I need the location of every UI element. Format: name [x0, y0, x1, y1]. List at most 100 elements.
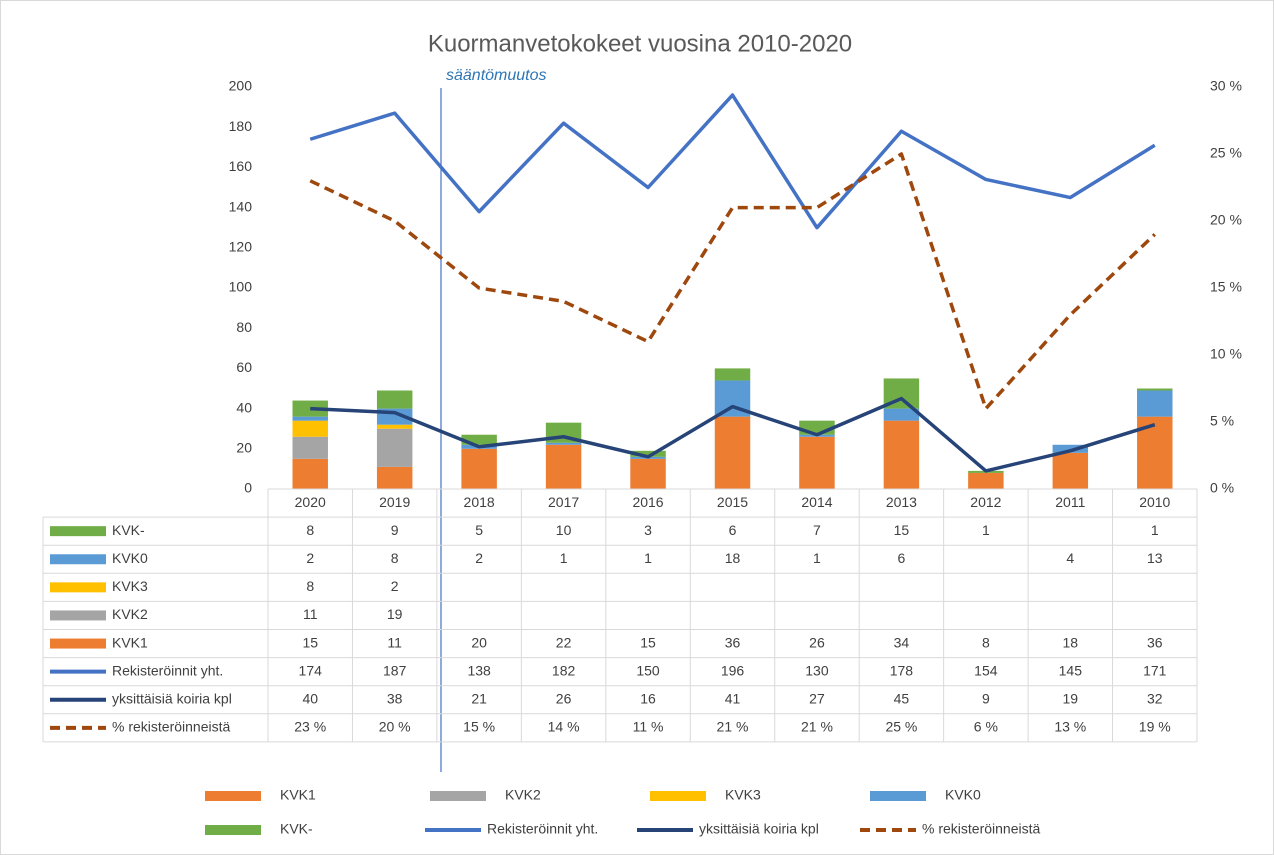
table-cell: 6 — [898, 550, 906, 566]
y2-tick-label: 25 % — [1210, 145, 1242, 161]
table-cell: 26 — [809, 634, 825, 650]
table-cell: 130 — [805, 662, 829, 678]
x-tick-label: 2016 — [632, 494, 663, 510]
table-cell: 21 % — [801, 719, 833, 735]
table-cell: 16 — [640, 690, 656, 706]
table-cell: 1 — [982, 522, 990, 538]
legend-key — [430, 791, 486, 801]
annotation: sääntömuutos — [446, 67, 547, 84]
table-cell: 1 — [644, 550, 652, 566]
bar — [630, 450, 666, 457]
table-row-label: KVK2 — [112, 606, 148, 622]
table-cell: 13 — [1147, 550, 1163, 566]
table-cell: 9 — [982, 690, 990, 706]
y2-tick-label: 10 % — [1210, 346, 1242, 362]
legend-label: KVK1 — [280, 787, 316, 803]
legend-label: KVK0 — [945, 787, 981, 803]
y-tick-label: 100 — [229, 279, 253, 295]
x-tick-label: 2011 — [1055, 494, 1085, 510]
table-cell: 154 — [974, 662, 998, 678]
bar — [292, 420, 328, 437]
line — [310, 396, 1156, 473]
table-cell: 6 — [729, 522, 737, 538]
table-cell: 15 — [302, 634, 318, 650]
x-tick-label: 2017 — [548, 494, 579, 510]
bar — [376, 390, 413, 409]
bar — [376, 466, 413, 489]
legend-label: KVK2 — [505, 787, 541, 803]
table-cell: 25 % — [885, 719, 917, 735]
bar — [714, 416, 751, 489]
bar — [883, 420, 920, 489]
bar — [292, 458, 328, 489]
table-cell: 15 % — [463, 719, 495, 735]
table-row-label: yksittäisiä koiria kpl — [112, 690, 232, 706]
table-cell: 1 — [1151, 522, 1159, 538]
bar — [545, 444, 582, 489]
table-cell: 21 — [471, 690, 487, 706]
legend-key — [205, 791, 261, 801]
table-cell: 38 — [387, 690, 403, 706]
x-tick-label: 2019 — [379, 494, 410, 510]
x-tick-label: 2014 — [801, 494, 832, 510]
table-cell: 1 — [813, 550, 821, 566]
table-cell: 23 % — [294, 719, 326, 735]
x-tick-label: 2015 — [717, 494, 748, 510]
table-cell: 36 — [1147, 634, 1163, 650]
table-cell: 18 — [725, 550, 741, 566]
table-cell: 19 — [1063, 690, 1079, 706]
bar — [1137, 390, 1173, 417]
table-cell: 10 — [556, 522, 572, 538]
table-cell: 6 % — [974, 719, 998, 735]
table-cell: 18 — [1063, 634, 1079, 650]
bar — [292, 416, 328, 421]
bar — [1052, 444, 1089, 453]
y2-tick-label: 5 % — [1210, 413, 1234, 429]
y-tick-label: 80 — [236, 319, 252, 335]
y2-tick-label: 15 % — [1210, 279, 1242, 295]
bar — [376, 424, 413, 429]
table-cell: 8 — [306, 578, 314, 594]
table-cell: 34 — [894, 634, 910, 650]
table-cell: 150 — [636, 662, 660, 678]
y-tick-label: 40 — [236, 399, 252, 415]
table-cell: 26 — [556, 690, 572, 706]
bar — [968, 472, 1004, 489]
y2-tick-label: 30 % — [1210, 78, 1242, 94]
y-tick-label: 60 — [236, 359, 252, 375]
table-cell: 19 % — [1139, 719, 1171, 735]
table-legend-key — [50, 554, 106, 565]
table-cell: 22 — [556, 634, 572, 650]
x-tick-label: 2018 — [464, 494, 495, 510]
table-cell: 1 — [560, 550, 568, 566]
chart-title: Kuormanvetokokeet vuosina 2010-2020 — [428, 30, 852, 57]
table-cell: 8 — [982, 634, 990, 650]
table-legend-key — [50, 582, 106, 593]
legend-key — [650, 791, 706, 801]
line — [309, 152, 1156, 411]
table-cell: 19 — [387, 606, 403, 622]
table-cell: 138 — [467, 662, 491, 678]
table-cell: 45 — [894, 690, 910, 706]
table-row-label: % rekisteröinneistä — [112, 719, 230, 735]
table-cell: 40 — [302, 690, 318, 706]
table-cell: 174 — [299, 662, 323, 678]
table-row-label: Rekisteröinnit yht. — [112, 662, 223, 678]
table-cell: 2 — [306, 550, 314, 566]
bar — [799, 436, 835, 489]
x-tick-label: 2020 — [295, 494, 326, 510]
table-cell: 5 — [475, 522, 483, 538]
bar — [545, 442, 582, 445]
table-cell: 20 — [471, 634, 487, 650]
table-cell: 8 — [391, 550, 399, 566]
y2-tick-label: 0 % — [1210, 480, 1234, 496]
legend-label: yksittäisiä koiria kpl — [699, 821, 819, 837]
table-row-label: KVK- — [112, 522, 145, 538]
x-tick-label: 2012 — [970, 494, 1001, 510]
table-legend-key — [50, 610, 106, 621]
table-cell: 3 — [644, 522, 652, 538]
table-cell: 182 — [552, 662, 576, 678]
legend-label: Rekisteröinnit yht. — [487, 821, 598, 837]
